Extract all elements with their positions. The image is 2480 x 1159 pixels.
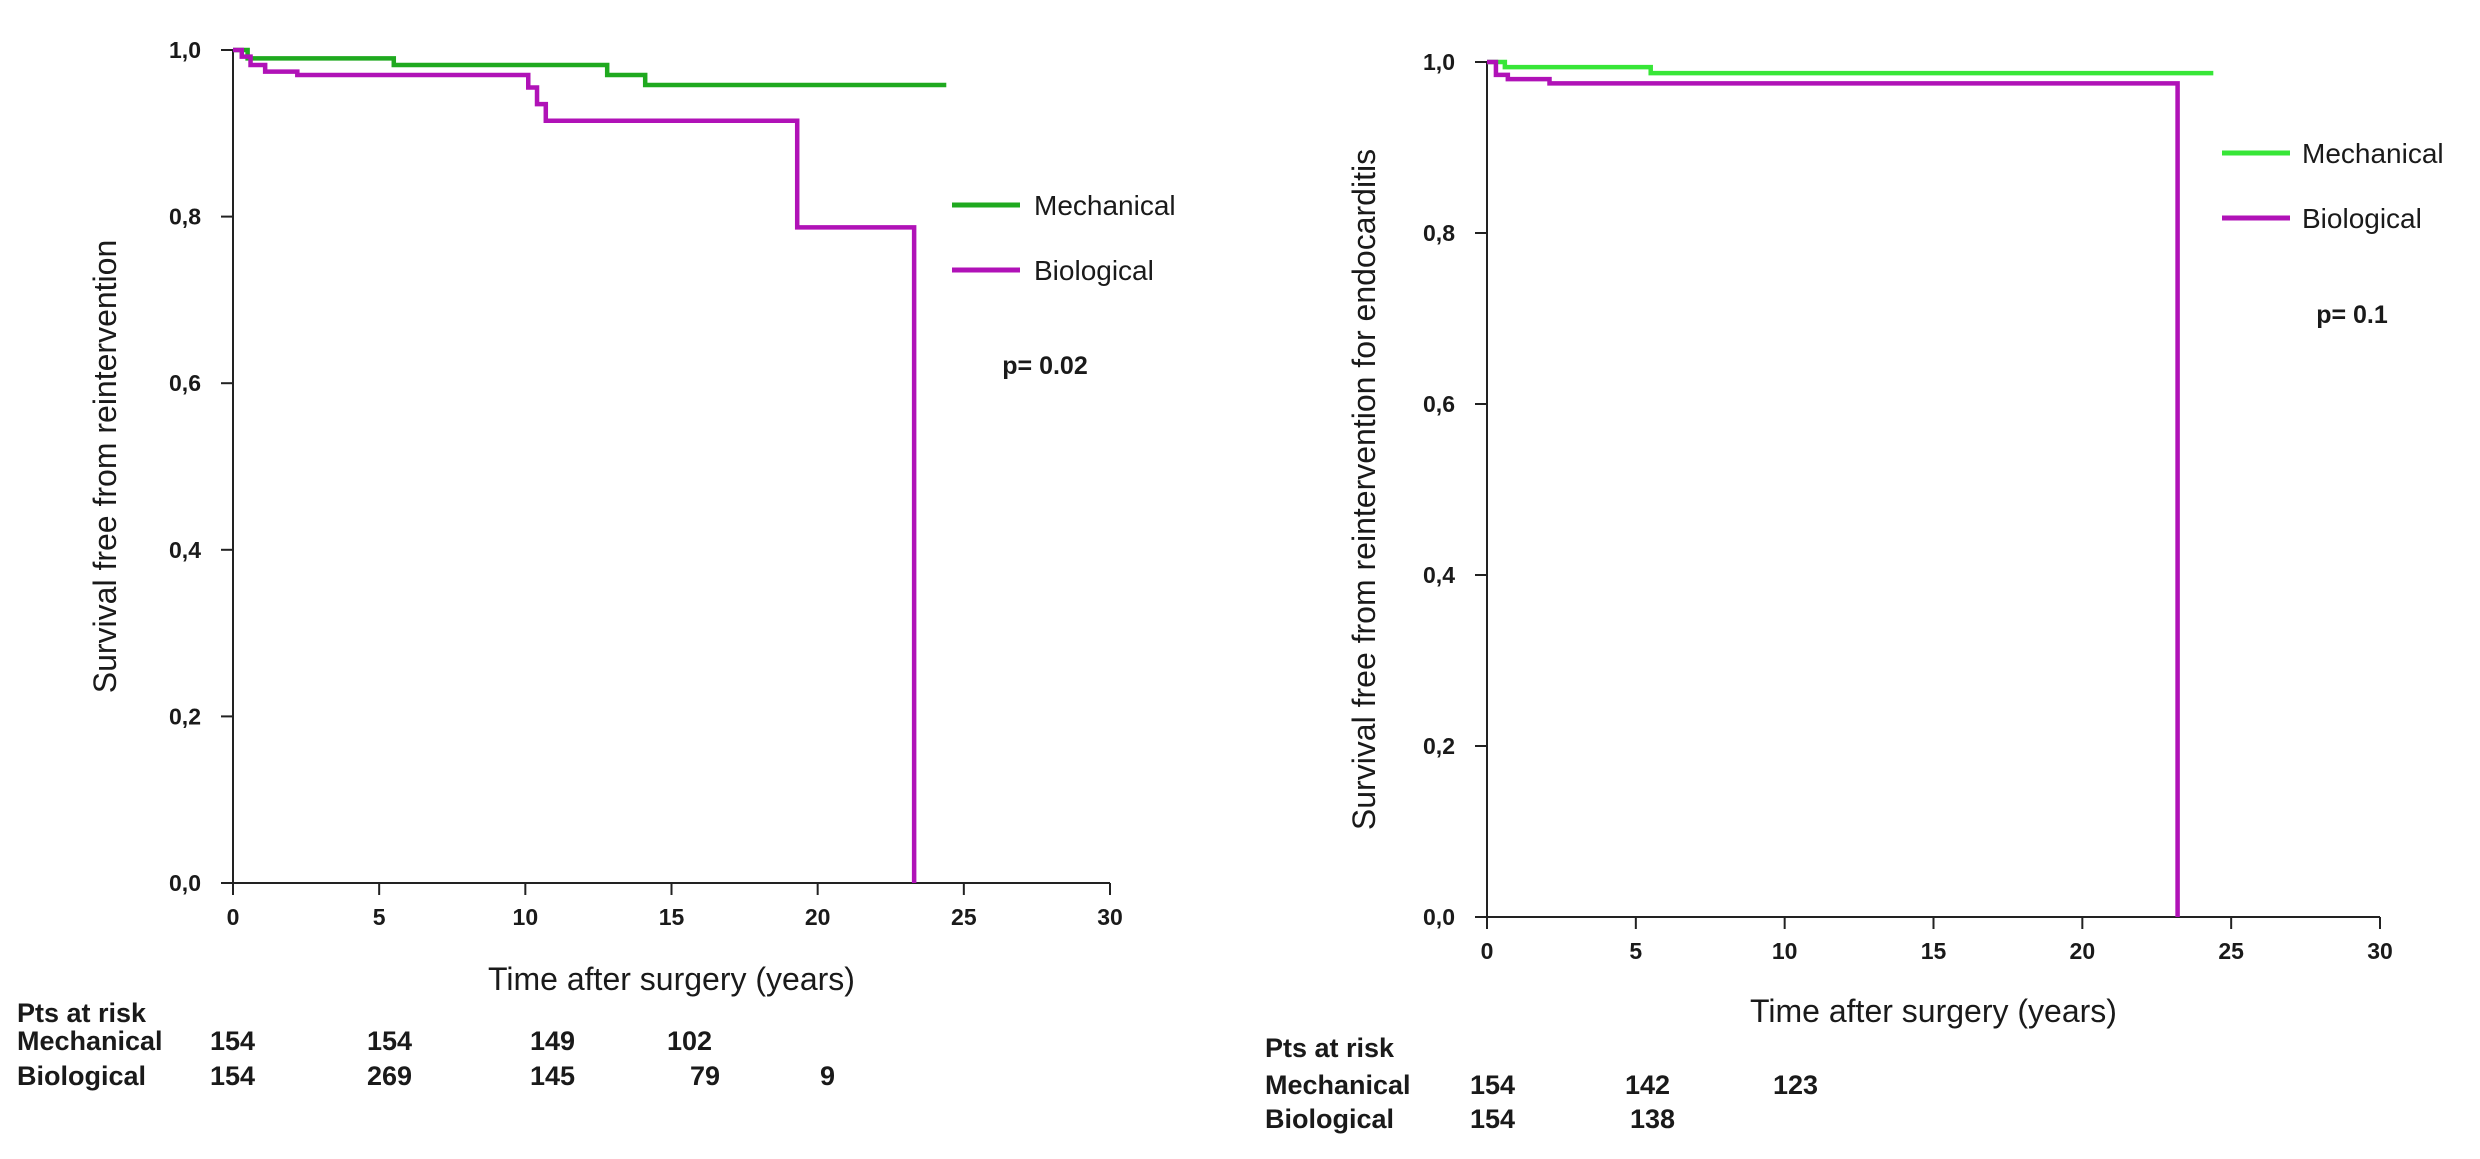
risk-count: 138 [1630,1104,1675,1134]
y-tick-label: 0,0 [1423,904,1455,930]
x-tick-label: 10 [513,904,539,930]
y-tick-label: 0,6 [1423,391,1455,417]
risk-row-label-mechanical: Mechanical [1265,1070,1411,1100]
y-tick-label: 0,8 [169,204,201,230]
series-line-mechanical [233,47,947,88]
y-tick-label: 1,0 [169,37,201,63]
risk-count: 142 [1625,1070,1670,1100]
risk-row-label-biological: Biological [1265,1104,1394,1134]
risk-row-label-biological: Biological [17,1061,146,1091]
y-tick-label: 0,4 [1423,562,1455,588]
risk-count: 269 [367,1061,412,1091]
y-tick-label: 1,0 [1423,49,1455,75]
x-tick-label: 25 [951,904,977,930]
y-tick-label: 0,2 [169,703,201,729]
legend-label-biological: Biological [1034,255,1154,286]
x-axis-title: Time after surgery (years) [488,961,855,997]
risk-row-label-mechanical: Mechanical [17,1026,163,1056]
x-tick-label: 5 [373,904,386,930]
risk-count: 123 [1773,1070,1818,1100]
y-axis-title: Survival free from reintervention [87,240,123,694]
risk-count: 154 [210,1061,255,1091]
x-tick-label: 20 [805,904,831,930]
km-chart-2: 0 5 10 15 20 25 30 0,0 0,2 0,4 0,6 0,8 1,0 Time after… [1265,49,2444,1134]
x-tick-label: 10 [1772,938,1798,964]
x-tick-label: 15 [1921,938,1947,964]
series-line-biological [1487,59,2180,917]
x-tick-label: 20 [2070,938,2096,964]
risk-count: 9 [820,1061,835,1091]
y-axis-title: Survival free from reintervention for en… [1346,149,1382,830]
risk-table-title: Pts at risk [17,998,147,1028]
x-tick-label: 0 [1481,938,1494,964]
x-tick-label: 30 [2367,938,2393,964]
p-value-annotation: p= 0.1 [2316,301,2388,329]
risk-table-title: Pts at risk [1265,1033,1395,1063]
risk-count: 149 [530,1026,575,1056]
x-tick-label: 0 [227,904,240,930]
risk-count: 79 [690,1061,720,1091]
series-line-mechanical [1487,59,2214,76]
legend-label-mechanical: Mechanical [2302,138,2444,169]
legend-label-mechanical: Mechanical [1034,190,1176,221]
legend-label-biological: Biological [2302,203,2422,234]
x-tick-label: 30 [1097,904,1123,930]
risk-count: 154 [1470,1104,1515,1134]
x-tick-label: 15 [659,904,685,930]
y-tick-label: 0,8 [1423,220,1455,246]
risk-count: 102 [667,1026,712,1056]
y-tick-label: 0,0 [169,870,201,896]
x-tick-label: 5 [1629,938,1642,964]
series-line-biological [233,47,917,883]
km-chart-1: 0 5 10 15 20 25 30 0,0 0,2 0,4 0,6 0,8 1,0 Time after… [17,37,1176,1091]
y-tick-label: 0,2 [1423,733,1455,759]
x-tick-label: 25 [2218,938,2244,964]
x-axis-title: Time after surgery (years) [1750,993,2117,1029]
risk-count: 145 [530,1061,575,1091]
y-tick-label: 0,6 [169,370,201,396]
risk-count: 154 [367,1026,412,1056]
y-tick-label: 0,4 [169,537,201,563]
risk-count: 154 [1470,1070,1515,1100]
risk-count: 154 [210,1026,255,1056]
p-value-annotation: p= 0.02 [1002,352,1087,380]
